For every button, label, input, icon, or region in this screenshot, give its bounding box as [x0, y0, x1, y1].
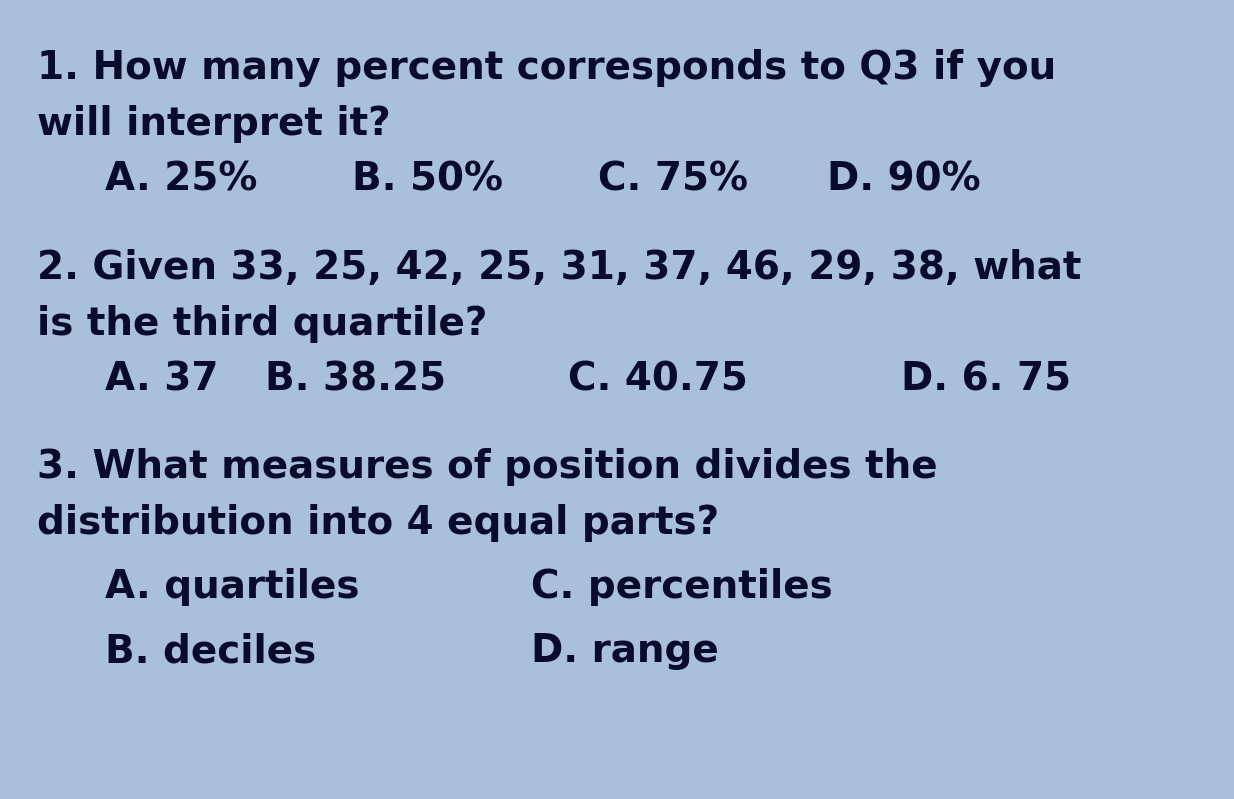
Text: will interpret it?: will interpret it? — [37, 105, 391, 143]
Text: distribution into 4 equal parts?: distribution into 4 equal parts? — [37, 504, 719, 543]
Text: A. 25%: A. 25% — [105, 161, 257, 199]
Text: D. 90%: D. 90% — [827, 161, 980, 199]
Text: 2. Given 33, 25, 42, 25, 31, 37, 46, 29, 38, what: 2. Given 33, 25, 42, 25, 31, 37, 46, 29,… — [37, 248, 1081, 287]
Text: 3. What measures of position divides the: 3. What measures of position divides the — [37, 448, 938, 487]
Text: A. quartiles: A. quartiles — [105, 568, 359, 606]
Text: C. percentiles: C. percentiles — [531, 568, 833, 606]
Text: A. 37: A. 37 — [105, 360, 218, 399]
Text: B. 50%: B. 50% — [352, 161, 502, 199]
Text: C. 75%: C. 75% — [598, 161, 749, 199]
Text: D. range: D. range — [531, 632, 718, 670]
Text: 1. How many percent corresponds to Q3 if you: 1. How many percent corresponds to Q3 if… — [37, 49, 1056, 87]
Text: D. 6. 75: D. 6. 75 — [901, 360, 1071, 399]
Text: C. 40.75: C. 40.75 — [568, 360, 748, 399]
Text: B. deciles: B. deciles — [105, 632, 316, 670]
Text: is the third quartile?: is the third quartile? — [37, 304, 487, 343]
Text: B. 38.25: B. 38.25 — [265, 360, 447, 399]
